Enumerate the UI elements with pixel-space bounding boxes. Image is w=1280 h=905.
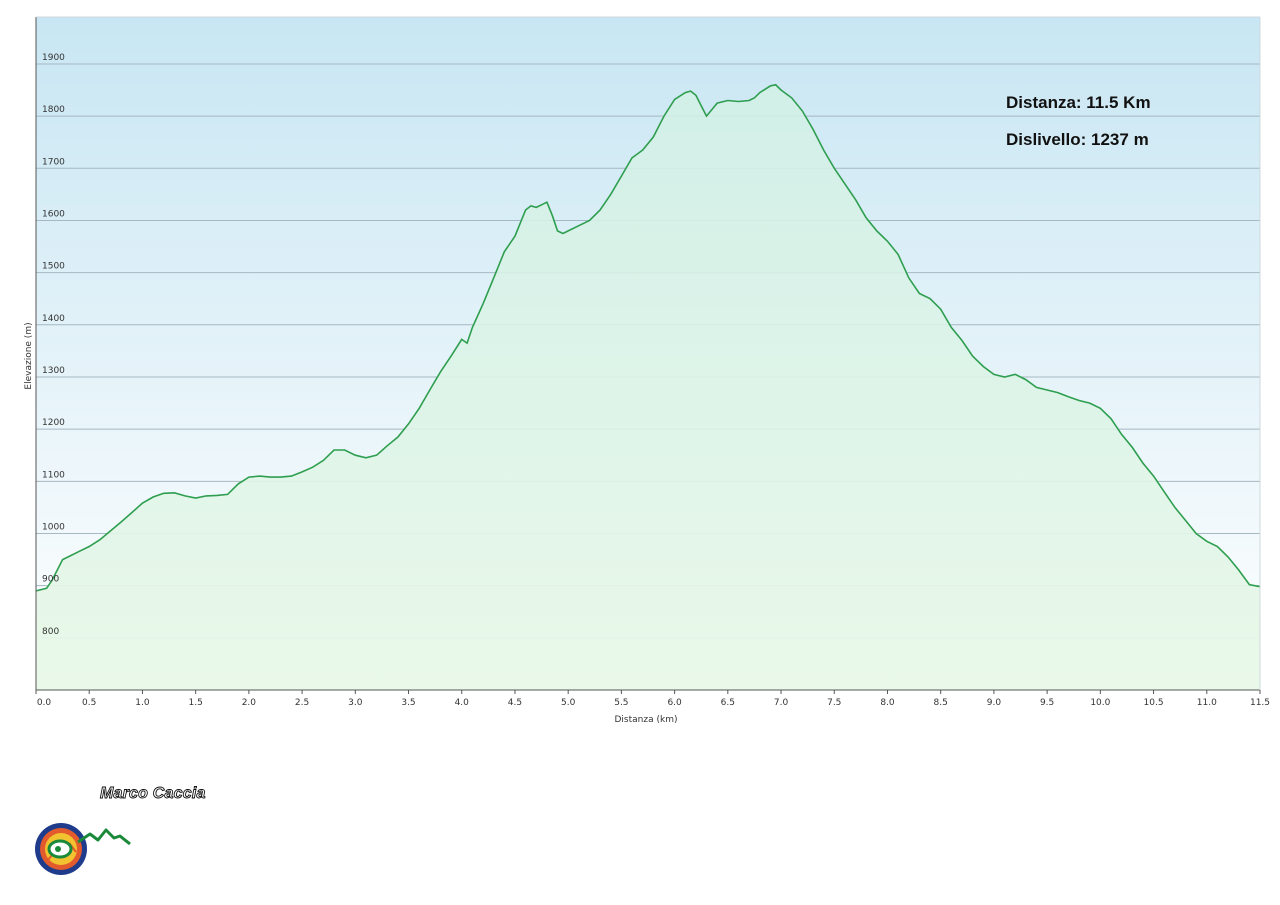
x-tick-label: 10.5 — [1144, 698, 1164, 708]
y-tick-label: 1700 — [42, 157, 65, 167]
x-tick-labels: 0.0 0.5 1.0 1.5 2.0 2.5 3.0 3.5 4.0 4.5 5.0 5.5 6.0 6… — [35, 690, 1270, 708]
x-tick-label: 8.5 — [934, 698, 948, 708]
x-tick-label: 4.0 — [455, 698, 470, 708]
distance-annotation: Distanza: 11.5 Km — [1006, 93, 1151, 112]
x-tick-label: 9.0 — [987, 698, 1002, 708]
y-tick-label: 1900 — [42, 53, 65, 63]
author-name: Marco Caccia — [100, 785, 206, 803]
x-tick-label: 8.0 — [880, 698, 895, 708]
elevation-area — [36, 84, 1260, 691]
y-tick-label: 800 — [42, 627, 59, 637]
x-tick-label: 2.0 — [242, 698, 257, 708]
x-tick-label: 7.0 — [774, 698, 789, 708]
x-tick-label: 6.5 — [721, 698, 735, 708]
y-tick-label: 1500 — [42, 262, 65, 272]
elevation-gain-annotation: Dislivello: 1237 m — [1006, 130, 1149, 149]
x-tick-label: 3.5 — [401, 698, 415, 708]
x-tick-label: 0.0 — [37, 698, 52, 708]
x-tick-label: 4.5 — [508, 698, 522, 708]
x-tick-label: 11.5 — [1250, 698, 1270, 708]
x-tick-label: 7.5 — [827, 698, 841, 708]
x-tick-label: 10.0 — [1090, 698, 1110, 708]
x-axis-title: Distanza (km) — [615, 715, 678, 725]
elevation-chart: 800 900 1000 1100 1200 1300 1400 1500 1600 1700 18… — [24, 16, 1270, 725]
y-tick-labels: 800 900 1000 1100 1200 1300 1400 1500 1600 1700 18… — [42, 53, 65, 637]
x-tick-label: 11.0 — [1197, 698, 1217, 708]
y-tick-label: 900 — [42, 575, 59, 585]
elevation-line — [35, 83, 1261, 592]
x-tick-label: 2.5 — [295, 698, 309, 708]
y-tick-label: 1800 — [42, 105, 65, 115]
y-tick-label: 1300 — [42, 366, 65, 376]
author-logo — [35, 823, 131, 875]
y-tick-label: 1400 — [42, 314, 65, 324]
x-tick-label: 5.5 — [614, 698, 628, 708]
x-tick-label: 0.5 — [82, 698, 96, 708]
x-tick-label: 6.0 — [667, 698, 682, 708]
x-tick-label: 9.5 — [1040, 698, 1054, 708]
y-tick-label: 1100 — [42, 470, 65, 480]
x-tick-label: 3.0 — [348, 698, 363, 708]
y-axis-title: Elevazione (m) — [24, 322, 34, 389]
x-tick-label: 1.5 — [188, 698, 202, 708]
x-tick-label: 5.0 — [561, 698, 576, 708]
x-tick-label: 1.0 — [135, 698, 150, 708]
y-tick-label: 1000 — [42, 522, 65, 532]
y-tick-label: 1600 — [42, 209, 65, 219]
y-tick-label: 1200 — [42, 418, 65, 428]
